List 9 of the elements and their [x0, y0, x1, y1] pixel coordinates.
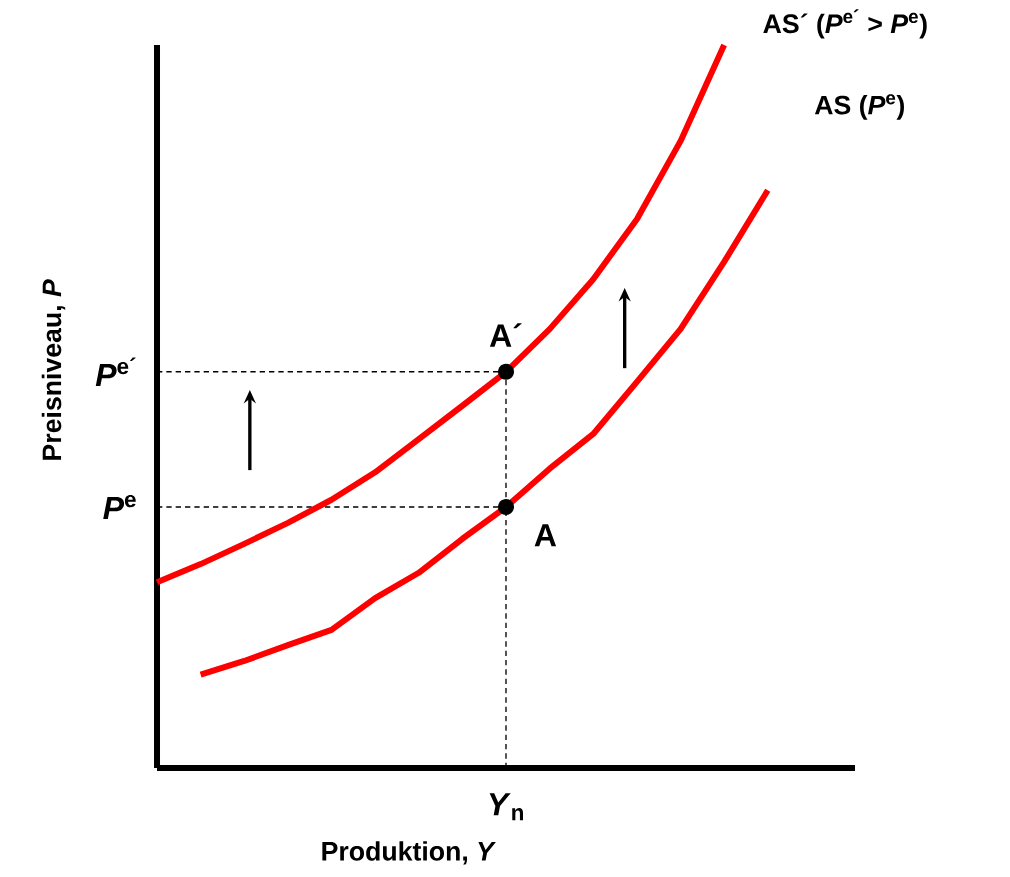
- text: Y$_{n}$: [489, 793, 523, 821]
- text: AS (P$^{e}$): [814, 94, 904, 120]
- ref-line-label: P$^{e}$: [103, 494, 136, 520]
- annotation: A: [534, 524, 557, 547]
- series-label: AS´ (P$^{e´}$ > P$^{e}$): [763, 9, 927, 39]
- x-axis-title: Produktion, Y: [322, 841, 496, 865]
- y-axis-title: Preisniveau, P: [41, 279, 66, 460]
- ref-line-label: P$^{e´}$: [95, 357, 136, 387]
- annotation: A´: [489, 323, 522, 347]
